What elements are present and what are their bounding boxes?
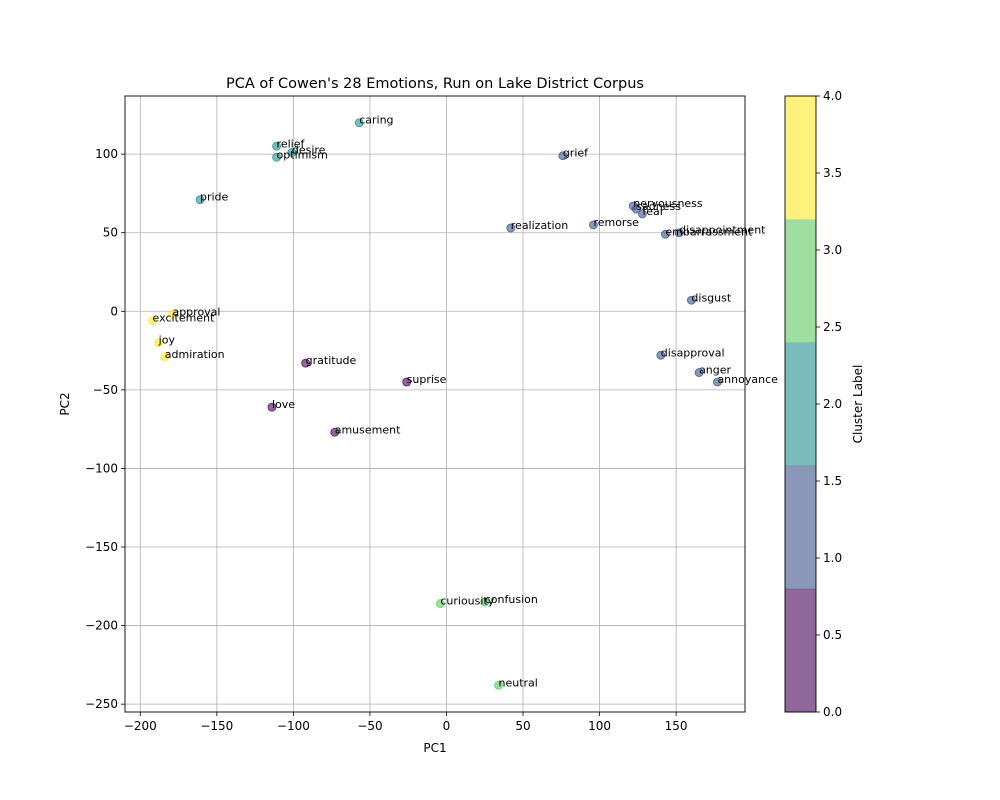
point-label-confusion: confusion [485, 593, 538, 606]
colorbar-band-4 [785, 96, 816, 220]
data-point-pride [195, 195, 205, 205]
data-point-anger [694, 368, 704, 377]
grid [125, 96, 745, 712]
point-label-embarrassment: embarrassment [665, 225, 753, 238]
point-label-annoyance: annoyance [717, 373, 778, 386]
data-point-relief [272, 141, 281, 151]
data-point-excitement [148, 316, 157, 326]
colorbar-tick-label: 1.0 [823, 551, 842, 565]
x-tick-label: 50 [515, 719, 530, 733]
colorbar-tick-label: 3.5 [823, 166, 842, 180]
y-tick-label: 0 [110, 304, 118, 318]
data-point-disapproval [656, 350, 666, 360]
x-tick-label: −150 [200, 719, 233, 733]
data-point-annoyance [713, 377, 722, 387]
data-point-fear [638, 209, 647, 219]
colorbar-band-2 [785, 342, 816, 467]
data-point-amusement [330, 427, 340, 437]
y-tick-label: 100 [95, 147, 118, 161]
colorbar-tick-label: 2.0 [823, 397, 842, 411]
x-tick-label: 100 [588, 719, 611, 733]
x-tick-label: −100 [277, 719, 310, 733]
data-point-neutral [494, 680, 503, 690]
data-point-gratitude [301, 358, 311, 368]
point-label-disapproval: disapproval [661, 346, 725, 359]
data-point-remorse [589, 220, 598, 230]
point-label-anger: anger [699, 364, 731, 377]
point-label-sadness: sadness [636, 200, 681, 213]
x-tick-label: −200 [124, 719, 157, 733]
y-tick-label: −50 [93, 383, 118, 397]
data-point-sadness [631, 204, 641, 214]
colorbar: 0.0 0.5 1.0 1.5 2.0 2.5 3.0 3.5 4.0 [784, 89, 842, 719]
colorbar-tick-label: 0.0 [823, 705, 842, 719]
data-point-suprise [402, 377, 412, 387]
y-tick-label: −200 [85, 619, 118, 633]
point-label-relief: relief [277, 137, 306, 150]
colorbar-band-1 [785, 465, 816, 590]
data-point-love [267, 402, 277, 412]
x-axis-ticks: −200 −150 −100 −50 0 50 100 150 [124, 712, 688, 733]
data-point-curiousity [435, 599, 445, 608]
data-points [148, 118, 722, 690]
y-axis-ticks: −250 −200 −150 −100 −50 0 50 100 [85, 147, 125, 711]
point-label-neutral: neutral [499, 676, 538, 689]
y-axis-label: PC2 [58, 392, 72, 415]
point-label-caring: caring [359, 114, 393, 127]
y-tick-label: −250 [85, 697, 118, 711]
point-label-joy: joy [158, 334, 176, 347]
data-point-confusion [480, 597, 490, 607]
point-label-optimism: optimism [277, 148, 328, 161]
plot-frame [124, 95, 746, 713]
point-label-nervousness: nervousness [633, 197, 703, 210]
data-point-desire [287, 148, 297, 157]
colorbar-band-3 [785, 219, 816, 343]
point-label-admiration: admiration [165, 348, 225, 361]
data-point-optimism [272, 152, 281, 162]
point-label-fear: fear [642, 205, 664, 218]
x-tick-label: 0 [443, 719, 451, 733]
data-point-embarrassment [660, 229, 670, 239]
chart-title: PCA of Cowen's 28 Emotions, Run on Lake … [226, 76, 644, 92]
colorbar-label: Cluster Label [851, 365, 865, 444]
colorbar-tick-label: 4.0 [823, 89, 842, 103]
y-tick-label: 50 [103, 226, 118, 240]
y-tick-label: −100 [85, 461, 118, 475]
x-axis-label: PC1 [423, 741, 446, 755]
point-label-disappointment: disappointment [679, 224, 766, 237]
data-point-disgust [687, 295, 696, 305]
colorbar-band-0 [785, 588, 816, 713]
data-point-realization [506, 223, 516, 233]
colorbar-tick-label: 1.5 [823, 474, 842, 488]
x-tick-label: 150 [665, 719, 688, 733]
data-point-approval [168, 310, 177, 319]
data-point-admiration [160, 352, 170, 362]
x-tick-label: −50 [357, 719, 382, 733]
point-label-approval: approval [172, 305, 220, 318]
point-label-love: love [272, 398, 295, 411]
point-label-amusement: amusement [335, 423, 401, 436]
data-point-joy [154, 338, 164, 348]
point-label-realization: realization [511, 219, 569, 232]
colorbar-tick-label: 2.5 [823, 320, 842, 334]
point-label-gratitude: gratitude [306, 354, 357, 367]
point-label-remorse: remorse [593, 216, 639, 229]
point-label-curiousity: curiousity [440, 595, 494, 608]
data-point-caring [354, 118, 364, 128]
y-tick-label: −150 [85, 540, 118, 554]
point-label-desire: desire [292, 144, 326, 157]
point-label-grief: grief [563, 147, 589, 160]
point-label-pride: pride [200, 191, 229, 204]
point-label-disgust: disgust [691, 291, 731, 304]
colorbar-tick-label: 3.0 [823, 243, 842, 257]
data-point-grief [558, 151, 568, 161]
colorbar-tick-label: 0.5 [823, 628, 842, 642]
point-label-suprise: suprise [407, 373, 447, 386]
data-point-disappointment [674, 228, 684, 238]
point-label-excitement: excitement [153, 312, 216, 325]
